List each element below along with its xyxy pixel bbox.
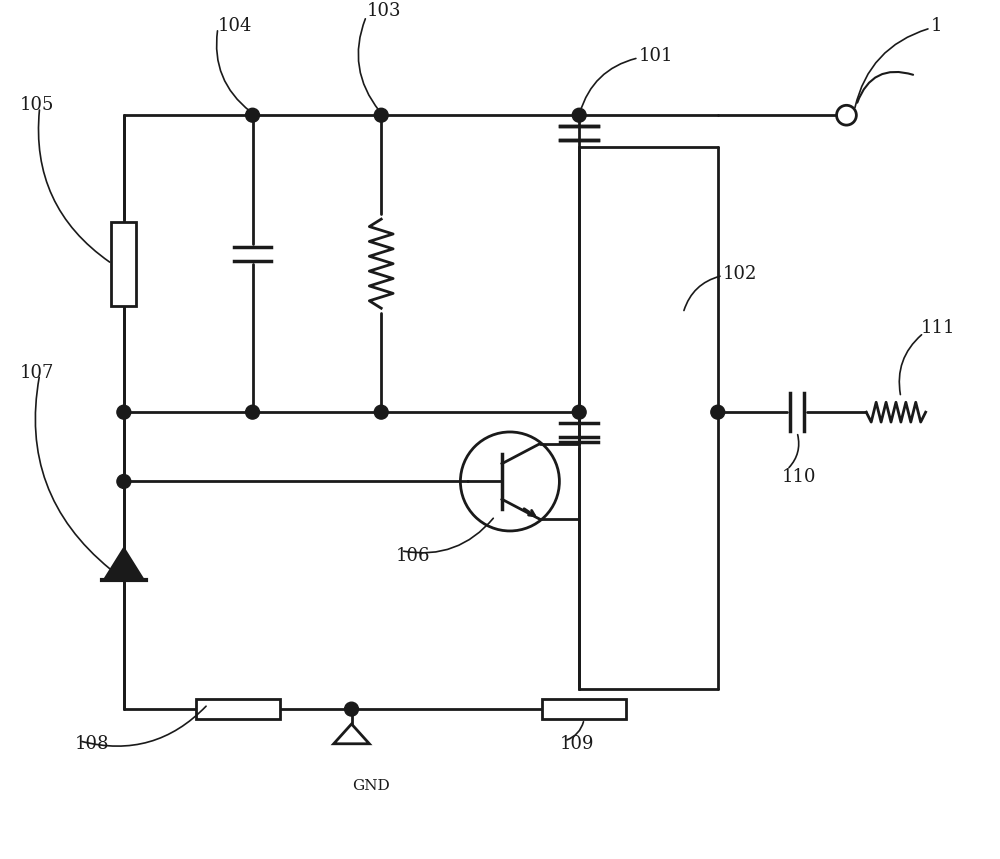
Text: 108: 108 <box>74 734 109 752</box>
Text: 105: 105 <box>20 96 54 114</box>
Polygon shape <box>104 549 144 581</box>
FancyBboxPatch shape <box>196 699 280 719</box>
Circle shape <box>374 108 388 122</box>
Circle shape <box>345 702 358 716</box>
Text: 106: 106 <box>396 546 431 564</box>
Circle shape <box>711 405 725 419</box>
Circle shape <box>246 108 259 122</box>
Polygon shape <box>334 724 369 744</box>
Circle shape <box>572 108 586 122</box>
Circle shape <box>572 405 586 419</box>
Circle shape <box>837 106 856 125</box>
Text: 104: 104 <box>218 17 252 35</box>
Text: 109: 109 <box>559 734 594 752</box>
Text: 107: 107 <box>20 363 54 381</box>
Circle shape <box>117 474 131 489</box>
FancyBboxPatch shape <box>542 699 626 719</box>
Text: 101: 101 <box>639 46 673 64</box>
Text: 103: 103 <box>366 3 401 21</box>
FancyBboxPatch shape <box>111 222 136 306</box>
Text: 111: 111 <box>921 319 955 337</box>
Circle shape <box>117 405 131 419</box>
Text: 110: 110 <box>782 467 817 485</box>
Text: 1: 1 <box>931 17 942 35</box>
Text: GND: GND <box>352 779 390 794</box>
Text: 102: 102 <box>723 265 757 283</box>
Circle shape <box>246 405 259 419</box>
Circle shape <box>374 405 388 419</box>
